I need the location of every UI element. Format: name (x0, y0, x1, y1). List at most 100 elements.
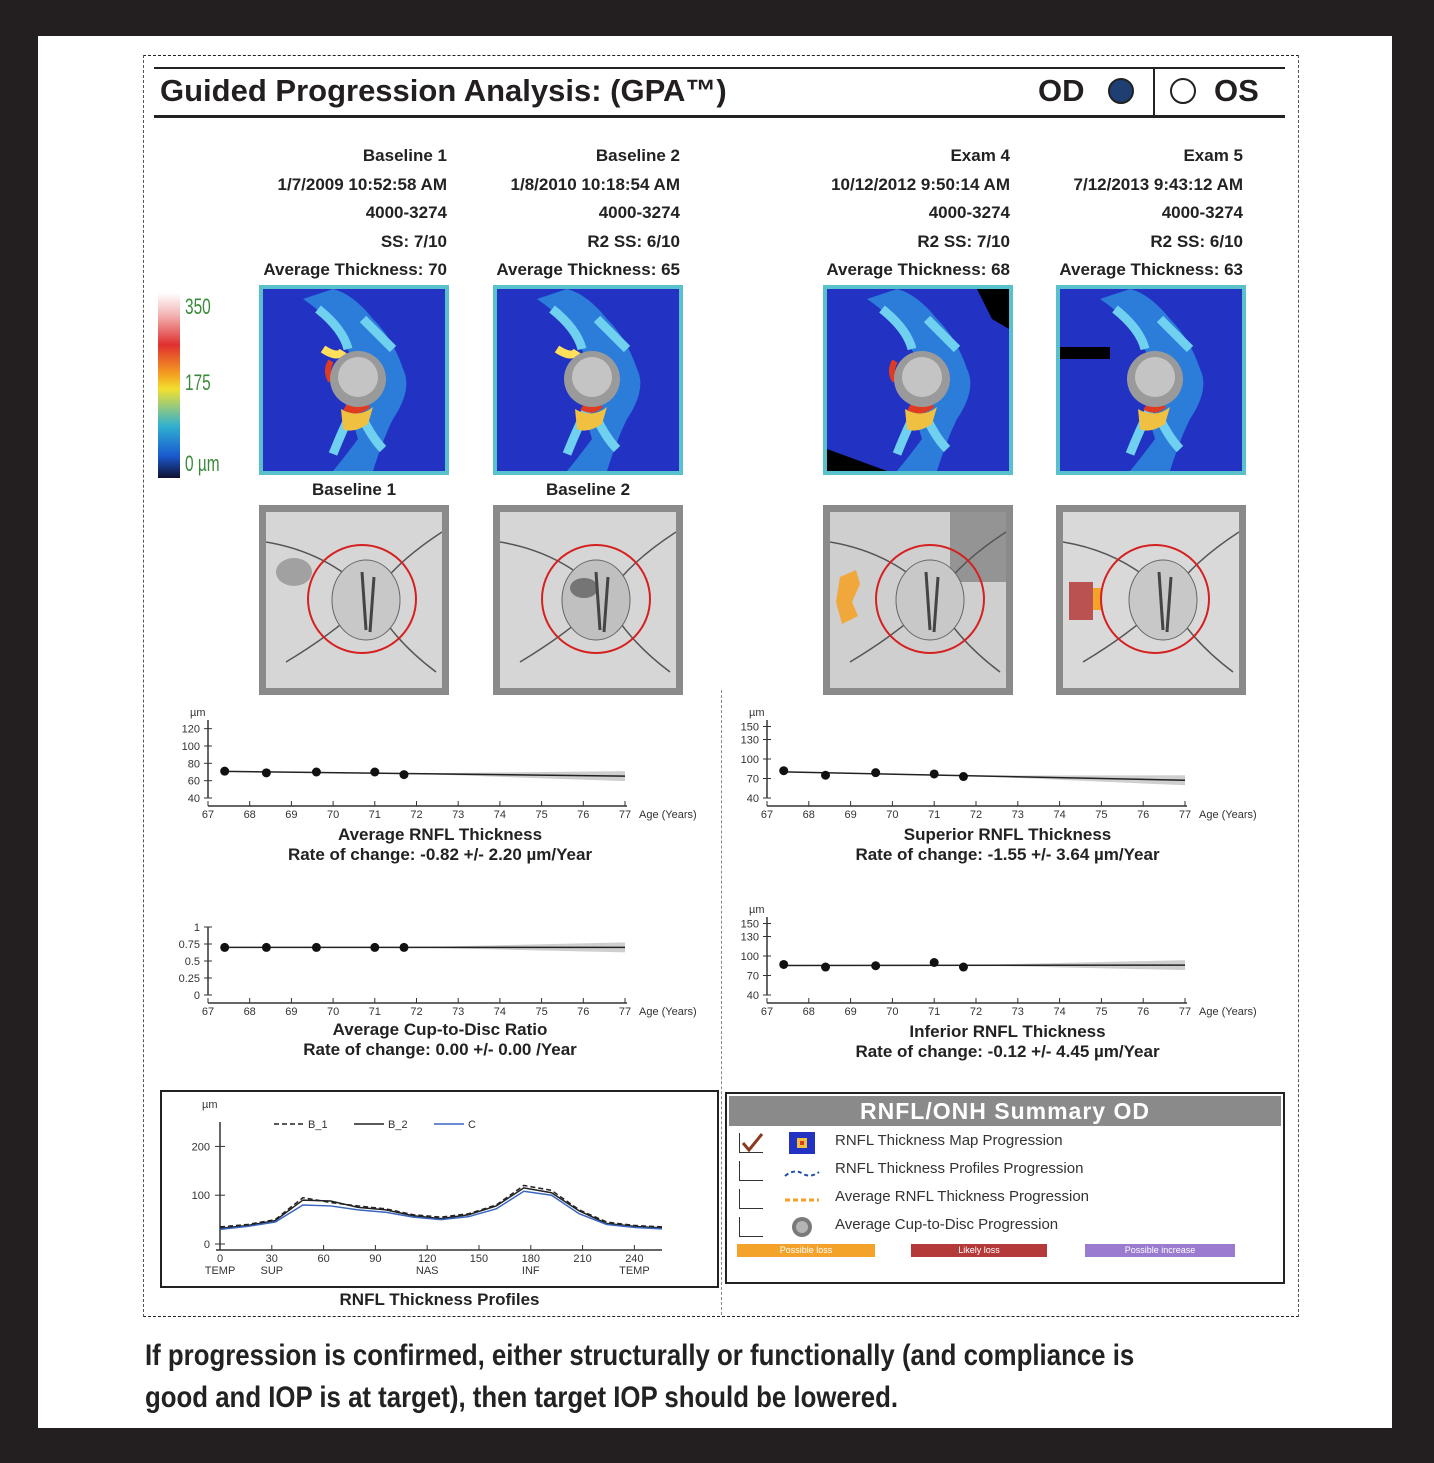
x-tick-label: 77 (1179, 809, 1191, 821)
x-tick-label: 71 (369, 1006, 381, 1018)
y-tick-label: 120 (182, 724, 200, 736)
fundus-image-exam-5 (1056, 505, 1246, 695)
chart-title: Average Cup-to-Disc Ratio (332, 1020, 548, 1039)
exam-date: 1/8/2010 10:18:54 AM (510, 174, 680, 194)
exam-info-exam-5: Exam 5 7/12/2013 9:43:12 AM 4000-3274 R2… (1023, 142, 1243, 285)
profile-series-line (219, 1187, 663, 1230)
trend-line (783, 771, 1186, 782)
y-tick-label: 70 (747, 971, 759, 983)
y-tick-label: 150 (741, 919, 759, 931)
x-tick-label: 180 (522, 1253, 540, 1265)
summary-row: Average RNFL Thickness Progression (727, 1186, 1283, 1212)
x-tick-label: 67 (761, 1006, 773, 1018)
x-tick-label: 67 (202, 1006, 214, 1018)
chart-rate: Rate of change: -1.55 +/- 3.64 µm/Year (855, 845, 1160, 864)
y-tick-label: 0.75 (179, 939, 200, 951)
x-tick-label: 72 (410, 1006, 422, 1018)
fundus-image-exam-4 (823, 505, 1013, 695)
data-point (261, 768, 271, 778)
x-region-label: SUP (260, 1265, 283, 1277)
report-right-border (1298, 55, 1299, 1317)
exam-name: Baseline 1 (362, 146, 447, 165)
x-tick-label: 73 (452, 809, 464, 821)
cup-to-disc-chart: 0 0.25 0.5 0.75 1 67 68 69 70 71 72 73 74 75 76 77 Age (… (179, 922, 697, 1018)
exam-thickness: Average Thickness: 70 (263, 260, 447, 279)
report-center-divider (721, 690, 722, 1315)
x-axis-label: Age (Years) (639, 809, 697, 821)
x-tick-label: 120 (418, 1253, 436, 1265)
fundus-image-baseline-2 (493, 505, 683, 695)
fundus-caption-baseline-1: Baseline 1 (311, 480, 397, 499)
y-tick-label: 0 (194, 990, 200, 1002)
x-tick-label: 60 (317, 1253, 329, 1265)
data-point (399, 942, 409, 952)
data-point (779, 959, 789, 969)
x-tick-label: 68 (244, 1006, 256, 1018)
x-axis-label: Age (Years) (1199, 809, 1257, 821)
report-left-border (143, 55, 144, 1317)
y-tick-label: 100 (741, 951, 759, 963)
x-tick-label: 240 (625, 1253, 643, 1265)
profile-series-line (219, 1190, 663, 1231)
exam-info-exam-4: Exam 4 10/12/2012 9:50:14 AM 4000-3274 R… (790, 142, 1010, 285)
legend-likely-loss: Likely loss (911, 1244, 1047, 1257)
x-tick-label: 67 (761, 809, 773, 821)
data-point (370, 942, 380, 952)
exam-quality: SS: 7/10 (380, 231, 447, 251)
y-tick-label: 80 (188, 758, 200, 770)
od-label: OD (1038, 73, 1085, 108)
x-tick-label: 71 (369, 809, 381, 821)
data-point (220, 766, 230, 776)
x-tick-label: 72 (970, 1006, 982, 1018)
exam-id: 4000-3274 (1161, 203, 1243, 222)
header-bottom-rule (154, 115, 1285, 118)
thickness-map-exam-4 (823, 285, 1013, 475)
colorscale-mid-label: 175 (185, 370, 211, 395)
fundus-caption-baseline-2: Baseline 2 (545, 480, 631, 499)
data-point (871, 961, 881, 971)
data-point (929, 769, 939, 779)
colorscale-top-label: 350 (185, 294, 211, 319)
x-region-label: TEMP (619, 1265, 650, 1277)
x-tick-label: 77 (1179, 1006, 1191, 1018)
data-point (821, 962, 831, 972)
thickness-map-baseline-2 (493, 285, 683, 475)
profile-series-line (219, 1184, 663, 1228)
y-tick-label: 1 (194, 922, 200, 934)
thickness-map-baseline-1 (259, 285, 449, 475)
y-tick-label: 0.5 (185, 956, 200, 968)
checkbox-icon (739, 1161, 763, 1181)
data-point (821, 770, 831, 780)
data-point (370, 767, 380, 777)
y-tick-label: 200 (192, 1141, 210, 1153)
x-tick-label: 69 (844, 1006, 856, 1018)
x-tick-label: 69 (285, 809, 297, 821)
y-tick-label: 100 (182, 741, 200, 753)
y-axis-label: µm (749, 708, 765, 719)
eye-divider (1153, 68, 1155, 116)
x-tick-label: 210 (573, 1253, 591, 1265)
superior-rnfl-chart-caption: Superior RNFL Thickness Rate of change: … (725, 825, 1290, 865)
chart-rate: Rate of change: -0.12 +/- 4.45 µm/Year (855, 1042, 1160, 1061)
y-tick-label: 70 (747, 774, 759, 786)
rnfl-profiles-panel: µm 0 100 200 0 TEMP 30 SUP 60 90 120 NAS 150 180 INF 21… (160, 1090, 719, 1288)
x-region-label: INF (522, 1265, 540, 1277)
x-tick-label: 72 (970, 809, 982, 821)
y-axis-label: µm (202, 1099, 218, 1111)
data-point (958, 962, 968, 972)
x-tick-label: 150 (470, 1253, 488, 1265)
exam-date: 10/12/2012 9:50:14 AM (831, 174, 1010, 194)
check-icon (739, 1133, 764, 1153)
x-tick-label: 73 (452, 1006, 464, 1018)
figure-caption: If progression is confirmed, either stru… (145, 1339, 1135, 1414)
data-point (871, 768, 881, 778)
exam-thickness: Average Thickness: 65 (496, 260, 680, 279)
x-tick-label: 69 (285, 1006, 297, 1018)
x-tick-label: 74 (494, 1006, 506, 1018)
x-tick-label: 76 (1137, 809, 1149, 821)
thickness-map-exam-5 (1056, 285, 1246, 475)
y-tick-label: 130 (741, 735, 759, 747)
data-point (311, 767, 321, 777)
